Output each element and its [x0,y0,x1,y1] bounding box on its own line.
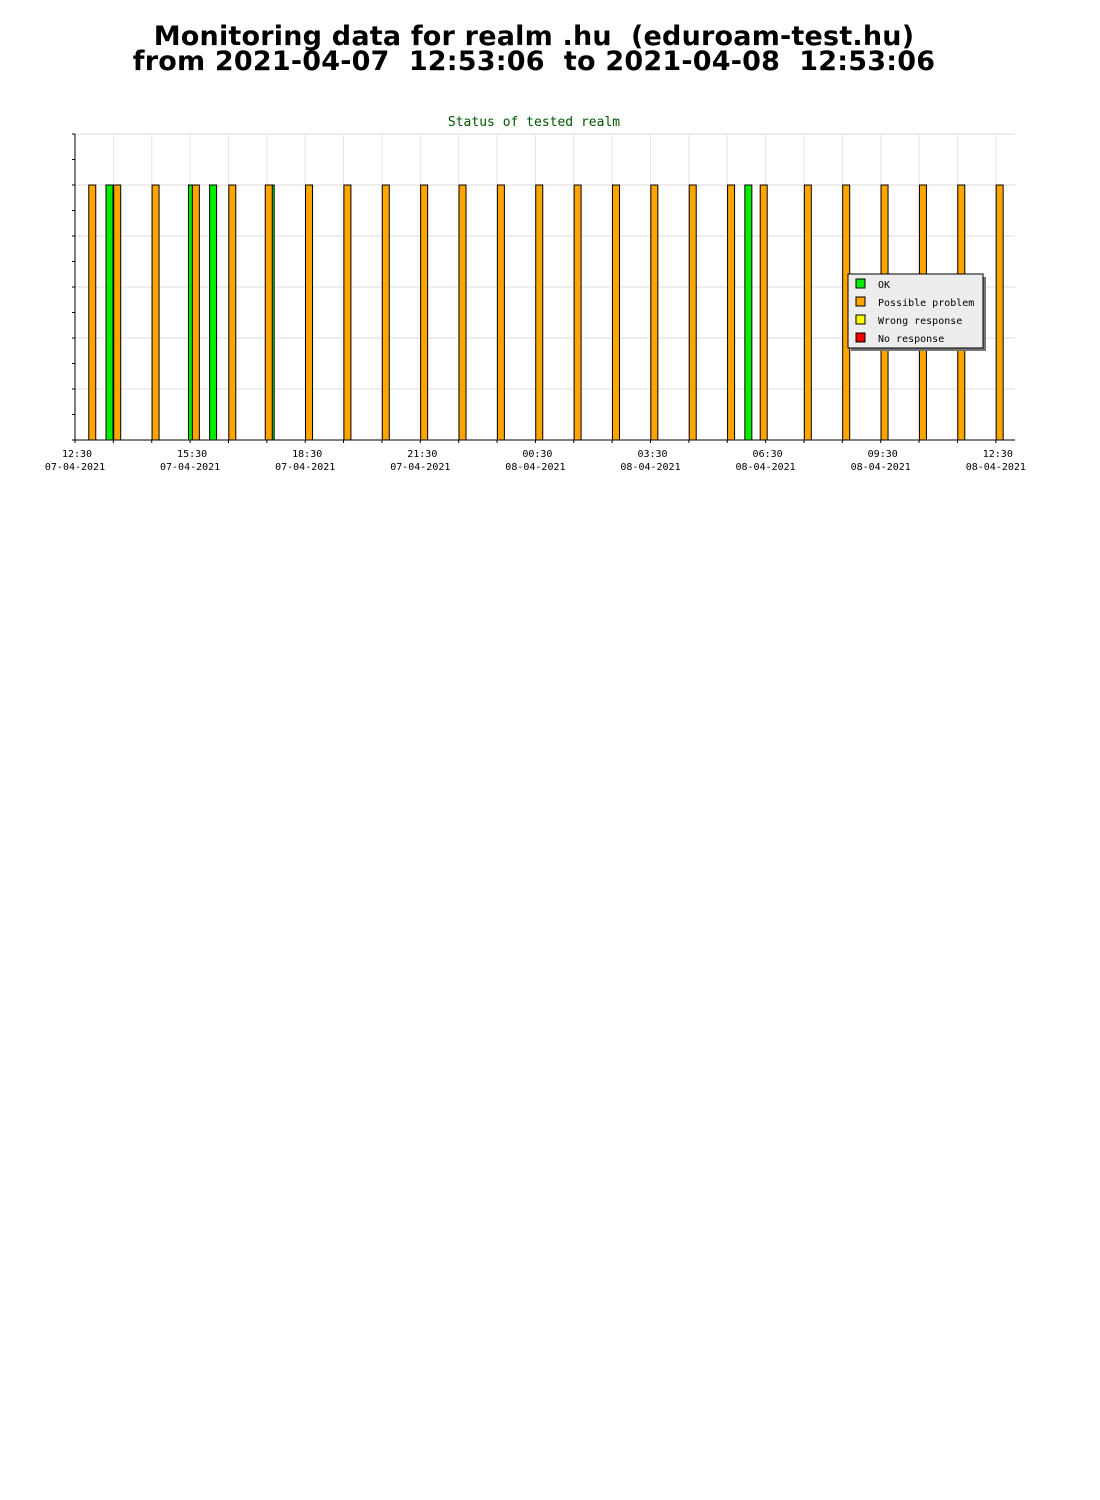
bar-possible-problem [305,184,314,441]
x-tick-date: 07-04-2021 [45,462,105,473]
x-tick-time: 12:30 [983,449,1013,460]
x-tick-labels: 12:30 07-04-2021 15:30 07-04-2021 18:30 07-04… [45,449,1026,473]
bar-ok [105,184,114,441]
page-title-line1: Monitoring data for realm .hu (eduroam-t… [153,21,915,52]
bar-possible-problem [381,184,390,441]
bar-possible-problem [496,184,505,441]
page-title-line2: from 2021-04-07 12:53:06 to 2021-04-08 1… [132,46,936,77]
bar-possible-problem [688,184,697,441]
bar-possible-problem [151,184,160,441]
x-tick-time: 06:30 [753,449,783,460]
bar-possible-problem [113,184,122,441]
x-tick-date: 08-04-2021 [851,462,911,473]
bar-possible-problem [650,184,659,441]
bar-possible-problem [343,184,352,441]
legend-swatch [855,278,866,289]
bar-possible-problem [88,184,97,441]
legend-label: OK [878,280,890,291]
x-tick-time: 09:30 [868,449,898,460]
x-tick-time: 21:30 [407,449,437,460]
legend-label: Wrong response [878,316,962,327]
bar-possible-problem [995,184,1004,441]
bar-possible-problem [191,184,200,441]
legend-swatch [855,332,866,343]
status-chart: Status of tested realm 12:30 07-04-2021 15… [45,115,1026,473]
axes [72,133,1015,443]
x-tick-date: 08-04-2021 [620,462,680,473]
x-tick-time: 00:30 [522,449,552,460]
bar-possible-problem [264,184,273,441]
x-tick-time: 18:30 [292,449,322,460]
bar-possible-problem [535,184,544,441]
bar-possible-problem [458,184,467,441]
bar-possible-problem [759,184,768,441]
x-tick-date: 08-04-2021 [505,462,565,473]
page-title: Monitoring data for realm .hu (eduroam-t… [0,21,1068,77]
x-tick-date: 07-04-2021 [275,462,335,473]
chart-title: Status of tested realm [448,115,620,130]
x-tick-time: 03:30 [637,449,667,460]
legend-swatch [855,314,866,325]
legend-label: No response [878,334,944,345]
x-tick-time: 15:30 [177,449,207,460]
x-tick-date: 08-04-2021 [966,462,1026,473]
x-tick-date: 08-04-2021 [736,462,796,473]
x-tick-time: 12:30 [62,449,92,460]
bar-possible-problem [228,184,237,441]
legend-swatch [855,296,866,307]
bar-possible-problem [803,184,812,441]
bar-possible-problem [611,184,620,441]
legend-box [847,273,984,349]
bar-ok [744,184,753,441]
bar-possible-problem [727,184,736,441]
legend: OK Possible problem Wrong response No respo… [847,273,986,351]
bar-ok [209,184,218,441]
x-tick-date: 07-04-2021 [160,462,220,473]
bar-possible-problem [420,184,429,441]
bar-possible-problem [573,184,582,441]
x-tick-date: 07-04-2021 [390,462,450,473]
legend-label: Possible problem [878,298,974,309]
